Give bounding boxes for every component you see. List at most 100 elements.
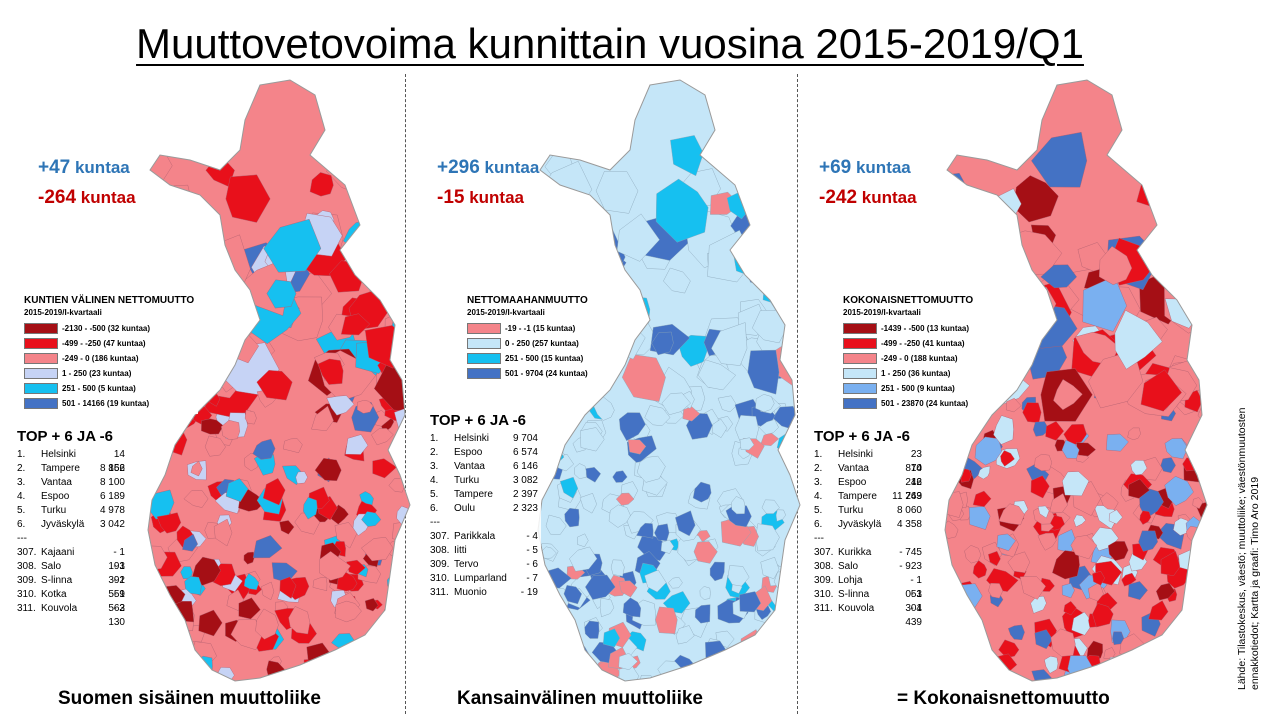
municipality-region [1063, 601, 1077, 616]
ranking-rank: 1. [17, 449, 26, 460]
municipality-region [252, 535, 283, 559]
municipality-region [1186, 581, 1207, 603]
ranking-rank: 1. [430, 433, 439, 444]
ranking-name: Helsinki [41, 449, 77, 460]
municipality-region [336, 667, 357, 681]
ranking-value: 14 246 [905, 463, 922, 488]
ranking-row: 5. Tampere 2 397 [430, 488, 538, 502]
municipality-region [739, 437, 755, 451]
ranking-row: 4. Tampere 11 249 [814, 490, 922, 504]
ranking-value: - 1 193 [108, 547, 125, 572]
municipality-region [616, 213, 660, 262]
ranking-name: Tampere [454, 489, 493, 500]
legend-label: -249 - 0 (188 kuntaa) [881, 354, 958, 363]
municipality-region [945, 590, 956, 612]
municipality-region [549, 672, 564, 681]
ranking-name: Espoo [454, 447, 483, 458]
municipality-region [283, 672, 305, 681]
municipality-region [1061, 439, 1080, 459]
municipality-region [225, 174, 271, 223]
ranking-name: Oulu [454, 503, 476, 514]
municipality-region [711, 418, 728, 438]
municipality-region [1008, 624, 1025, 641]
ranking-rank: 2. [17, 463, 26, 474]
municipality-region [1195, 642, 1207, 654]
ranking-row: 2. Tampere 8 852 [17, 462, 125, 476]
municipality-region [1160, 457, 1176, 474]
legend-swatch [467, 368, 501, 379]
municipality-region [767, 150, 789, 181]
panel-caption: Suomen sisäinen muuttoliike [58, 688, 321, 709]
municipality-region [775, 509, 786, 522]
municipality-region [230, 619, 263, 651]
municipality-region [580, 427, 605, 452]
municipality-region [167, 233, 220, 295]
municipality-region [262, 478, 286, 506]
municipality-region [1199, 601, 1207, 626]
municipality-region [577, 533, 589, 548]
municipality-region [538, 631, 555, 657]
ranking-name: Helsinki [838, 449, 874, 460]
panel-divider-2 [797, 74, 798, 714]
ranking-row: 6. Jyväskylä 4 358 [814, 518, 922, 532]
ranking-row: 311. Muonio - 19 [430, 586, 538, 600]
ranking-name: Turku [41, 505, 67, 516]
ranking-row: 2. Vantaa 14 246 [814, 462, 922, 488]
ranking-value: 9 704 [512, 433, 538, 444]
legend-swatch [24, 368, 58, 379]
legend-row: 501 - 14166 (19 kuntaa) [24, 396, 194, 411]
municipality-region [1106, 433, 1129, 452]
municipality-region [612, 470, 628, 483]
municipality-region [329, 648, 354, 672]
municipality-region [549, 416, 562, 429]
ranking-title: TOP + 6 JA -6 [430, 412, 527, 429]
municipality-region [1177, 636, 1205, 665]
ranking-row: 309. Tervo - 6 [430, 558, 538, 572]
municipality-region [1174, 622, 1195, 645]
legend-label: -19 - -1 (15 kuntaa) [505, 324, 576, 333]
municipality-region [699, 586, 711, 600]
ranking-rank: 5. [17, 505, 26, 516]
ranking-rank: 310. [17, 589, 37, 600]
municipality-region [1034, 453, 1053, 472]
municipality-region [238, 489, 266, 512]
municipality-region [1037, 532, 1057, 551]
municipality-region [295, 471, 308, 484]
ranking-name: Espoo [41, 491, 70, 502]
legend-title: NETTOMAAHANMUUTTO [467, 295, 588, 306]
finland-map [537, 79, 801, 682]
municipality-region [608, 504, 631, 528]
ranking-rank: 2. [430, 447, 439, 458]
ranking-name: Muonio [454, 587, 487, 598]
municipality-region [356, 400, 374, 414]
source-note: Lähde: Tilastokeskus, väestö; muuttoliik… [1236, 407, 1261, 691]
municipality-region [1130, 460, 1148, 476]
ranking-row: 1. Helsinki 23 870 [814, 448, 922, 474]
municipality-region [694, 604, 711, 624]
municipality-region [172, 601, 195, 623]
municipality-region [184, 576, 202, 595]
municipality-region [627, 439, 647, 455]
municipality-region [945, 641, 962, 665]
municipality-region [996, 533, 1016, 552]
legend-row: 501 - 23870 (24 kuntaa) [843, 396, 973, 411]
municipality-region [668, 576, 683, 589]
municipality-region [372, 458, 397, 479]
municipality-region [1152, 645, 1174, 668]
ranking-row: 308. Iitti - 5 [430, 544, 538, 558]
municipality-region [765, 226, 791, 256]
municipality-region [739, 591, 762, 613]
municipality-region [538, 600, 556, 618]
ranking-title: TOP + 6 JA -6 [814, 428, 911, 445]
ranking-rank: 309. [814, 575, 834, 586]
municipality-region [945, 668, 968, 681]
municipality-region [948, 630, 966, 648]
ranking-rank: 308. [17, 561, 37, 572]
legend-label: -249 - 0 (186 kuntaa) [62, 354, 139, 363]
ranking-name: Turku [454, 475, 480, 486]
municipality-region [761, 499, 780, 514]
count-negative-unit: kuntaa [80, 188, 136, 207]
municipality-region [636, 522, 654, 539]
municipality-region [1164, 476, 1194, 506]
municipality-region [998, 503, 1025, 526]
